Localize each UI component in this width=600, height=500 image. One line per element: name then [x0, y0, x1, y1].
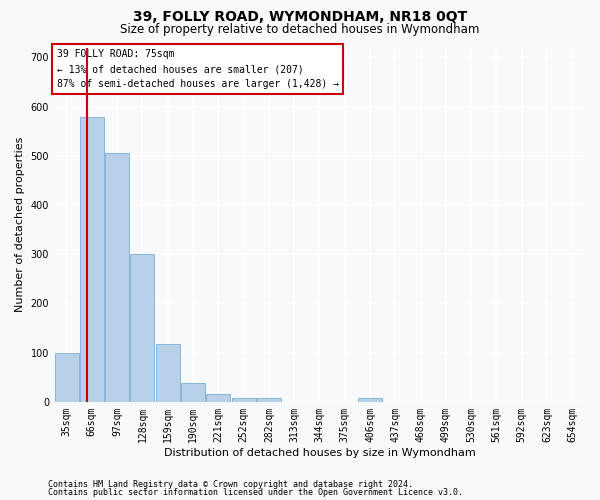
Text: 39 FOLLY ROAD: 75sqm
← 13% of detached houses are smaller (207)
87% of semi-deta: 39 FOLLY ROAD: 75sqm ← 13% of detached h… [56, 50, 338, 89]
Bar [232, 398, 256, 402]
Bar [156, 344, 180, 402]
Text: Contains public sector information licensed under the Open Government Licence v3: Contains public sector information licen… [48, 488, 463, 497]
Bar [130, 254, 154, 402]
Bar [105, 154, 129, 402]
Bar [181, 383, 205, 402]
X-axis label: Distribution of detached houses by size in Wymondham: Distribution of detached houses by size … [164, 448, 475, 458]
Bar [257, 398, 281, 402]
Bar [55, 352, 79, 402]
Text: Size of property relative to detached houses in Wymondham: Size of property relative to detached ho… [121, 22, 479, 36]
Y-axis label: Number of detached properties: Number of detached properties [15, 137, 25, 312]
Text: Contains HM Land Registry data © Crown copyright and database right 2024.: Contains HM Land Registry data © Crown c… [48, 480, 413, 489]
Bar [358, 398, 382, 402]
Bar [206, 394, 230, 402]
Text: 39, FOLLY ROAD, WYMONDHAM, NR18 0QT: 39, FOLLY ROAD, WYMONDHAM, NR18 0QT [133, 10, 467, 24]
Bar [80, 118, 104, 402]
